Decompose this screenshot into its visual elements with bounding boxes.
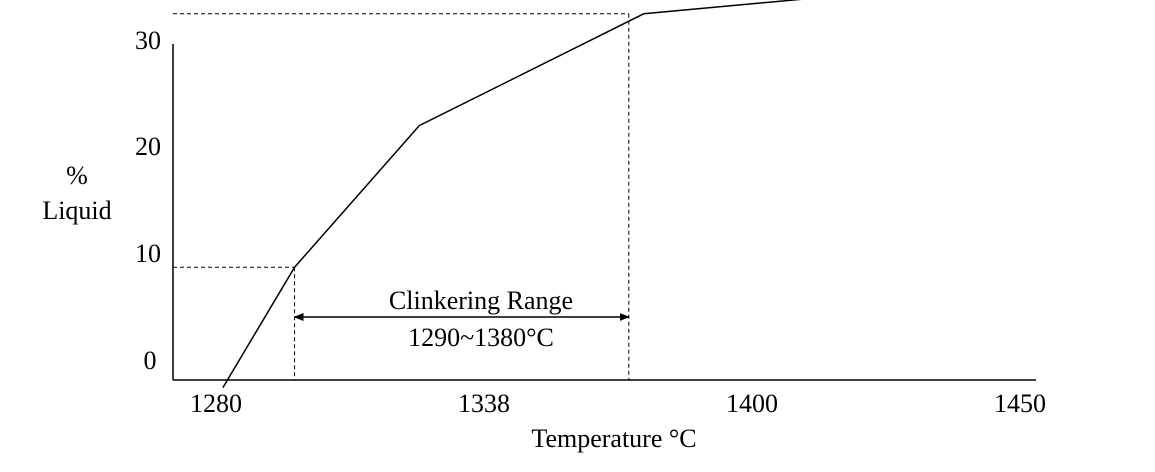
y-tick-label-30: 30 [135,26,161,55]
x-tick-label-1280: 1280 [190,389,242,418]
x-tick-label-1400: 1400 [726,389,778,418]
y-tick-label-0: 0 [144,346,157,375]
y-tick-label-10: 10 [135,239,161,268]
clinkering-range-values: 1290~1380°C [408,323,554,352]
y-axis-label-liquid: Liquid [42,196,111,225]
y-tick-label-20: 20 [135,132,161,161]
clinkering-range-label: Clinkering Range [389,286,573,315]
x-axis-label: Temperature °C [531,424,696,453]
x-tick-label-1450: 1450 [994,389,1046,418]
reference-lines [173,13,630,380]
series-layer [222,0,802,388]
series-line [222,0,802,388]
x-tick-label-1338: 1338 [458,389,510,418]
y-axis-label-percent: % [66,161,88,190]
